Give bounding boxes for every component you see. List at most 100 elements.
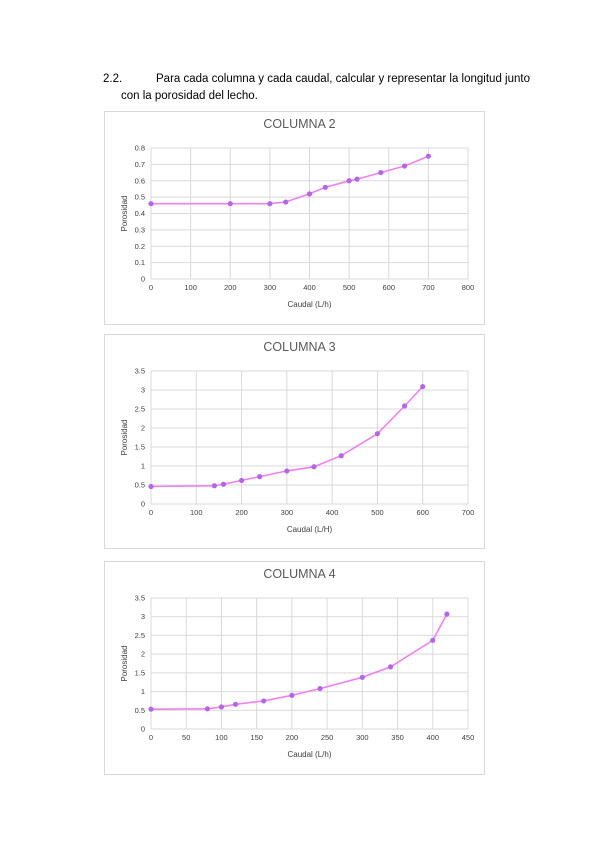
data-point bbox=[289, 692, 295, 698]
x-tick-label: 200 bbox=[224, 283, 237, 292]
data-point bbox=[402, 163, 408, 169]
x-tick-label: 50 bbox=[182, 733, 190, 742]
data-point bbox=[425, 153, 431, 159]
data-point bbox=[204, 706, 210, 712]
x-tick-label: 700 bbox=[422, 283, 435, 292]
chart-title: COLUMNA 3 bbox=[263, 340, 335, 354]
chart-columna-2-svg: COLUMNA 2 0 0.1 0.2 0.3 0.4 0.5 0.6 0.7 0.8 0 100 20… bbox=[120, 117, 475, 309]
x-tick-label: 300 bbox=[356, 733, 369, 742]
series-line bbox=[150, 613, 448, 710]
data-point bbox=[420, 383, 426, 390]
data-point bbox=[238, 477, 245, 484]
y-tick-label: 3 bbox=[141, 386, 145, 395]
data-point bbox=[257, 474, 263, 480]
series-line bbox=[151, 155, 429, 205]
x-tick-label: 300 bbox=[264, 283, 277, 292]
x-tick-label: 0 bbox=[149, 508, 153, 517]
x-tick-label: 100 bbox=[190, 508, 203, 517]
y-tick-label: 0.8 bbox=[135, 144, 145, 153]
chart-title: COLUMNA 4 bbox=[263, 567, 335, 581]
chart-columna-4-svg: COLUMNA 4 0 0.5 1 1.5 2 2.5 3 3.5 0 50 100 150 200 250… bbox=[120, 567, 475, 759]
x-tick-label: 100 bbox=[184, 283, 197, 292]
x-tick-label: 150 bbox=[250, 733, 263, 742]
y-tick-label: 0 bbox=[141, 500, 145, 509]
data-point bbox=[378, 169, 384, 176]
y-tick-label: 0.2 bbox=[135, 242, 145, 251]
y-tick-label: 0 bbox=[141, 725, 145, 734]
data-point bbox=[306, 191, 313, 197]
section-text-line-2: con la porosidad del lecho. bbox=[121, 90, 258, 102]
data-point bbox=[430, 637, 436, 643]
x-tick-label: 200 bbox=[286, 733, 299, 742]
x-tick-label: 0 bbox=[149, 733, 153, 742]
y-tick-label: 2 bbox=[141, 650, 145, 659]
data-point bbox=[232, 701, 239, 707]
data-point bbox=[227, 201, 233, 207]
y-tick-label: 0 bbox=[141, 275, 145, 284]
y-tick-label: 2.5 bbox=[135, 631, 145, 640]
chart-title: COLUMNA 2 bbox=[263, 117, 335, 131]
x-tick-label: 500 bbox=[343, 283, 356, 292]
y-tick-label: 0.5 bbox=[135, 481, 145, 490]
y-axis-label: Porosidad bbox=[120, 195, 129, 231]
x-axis-label: Caudal (L/h) bbox=[287, 750, 331, 759]
data-point bbox=[261, 698, 267, 704]
x-tick-label: 400 bbox=[326, 508, 339, 517]
data-point bbox=[317, 685, 323, 692]
y-tick-label: 1.5 bbox=[135, 443, 145, 452]
y-tick-label: 0.3 bbox=[135, 225, 145, 234]
data-point bbox=[346, 178, 352, 184]
x-tick-label: 300 bbox=[281, 508, 294, 517]
x-tick-label: 200 bbox=[235, 508, 248, 517]
data-point bbox=[218, 704, 225, 710]
data-point bbox=[444, 611, 450, 617]
section-text-line-1: Para cada columna y cada caudal, calcula… bbox=[156, 73, 530, 85]
data-point bbox=[148, 201, 154, 207]
data-point bbox=[148, 483, 154, 490]
x-axis-label: Caudal (L/H) bbox=[287, 525, 333, 534]
data-point bbox=[211, 483, 217, 489]
data-point bbox=[148, 706, 154, 712]
data-point bbox=[284, 468, 290, 474]
y-tick-label: 3.5 bbox=[135, 594, 145, 603]
x-tick-label: 400 bbox=[303, 283, 316, 292]
y-tick-label: 2.5 bbox=[135, 405, 145, 414]
data-point bbox=[283, 199, 289, 205]
y-tick-label: 2 bbox=[141, 424, 145, 433]
y-axis-label: Porosidad bbox=[120, 645, 129, 681]
x-tick-label: 250 bbox=[321, 733, 334, 742]
y-tick-label: 0.5 bbox=[135, 193, 145, 202]
y-tick-label: 1.5 bbox=[135, 668, 145, 677]
x-tick-label: 600 bbox=[416, 508, 429, 517]
x-tick-label: 450 bbox=[462, 733, 475, 742]
y-tick-label: 1 bbox=[141, 687, 145, 696]
section-number: 2.2. bbox=[103, 73, 123, 85]
data-point bbox=[359, 674, 365, 680]
x-tick-label: 800 bbox=[462, 283, 475, 292]
x-tick-label: 400 bbox=[427, 733, 440, 742]
data-point bbox=[387, 664, 394, 670]
data-point bbox=[220, 481, 227, 487]
y-tick-label: 0.6 bbox=[135, 176, 145, 185]
x-axis-label: Caudal (L/h) bbox=[287, 300, 331, 309]
y-tick-label: 0.4 bbox=[135, 209, 145, 218]
x-tick-label: 0 bbox=[149, 283, 153, 292]
data-point bbox=[338, 453, 344, 459]
y-tick-label: 0.7 bbox=[135, 160, 145, 169]
y-tick-label: 0.5 bbox=[135, 706, 145, 715]
y-tick-label: 0.1 bbox=[135, 258, 145, 267]
chart-columna-4: COLUMNA 4 0 0.5 1 1.5 2 2.5 3 3.5 0 50 100 150 200 250… bbox=[104, 561, 485, 775]
data-point bbox=[374, 431, 381, 437]
data-point bbox=[311, 464, 317, 470]
y-tick-label: 3.5 bbox=[135, 367, 145, 376]
y-axis-label: Porosidad bbox=[120, 419, 129, 455]
data-point bbox=[402, 403, 408, 409]
chart-columna-3: COLUMNA 3 0 0.5 1 1.5 2 2.5 3 3.5 0 100 200 300 400 50… bbox=[104, 334, 485, 549]
data-point bbox=[322, 184, 328, 190]
x-tick-label: 500 bbox=[371, 508, 384, 517]
data-point bbox=[354, 176, 360, 182]
data-point bbox=[267, 201, 273, 207]
y-tick-label: 3 bbox=[141, 612, 145, 621]
x-tick-label: 350 bbox=[391, 733, 404, 742]
x-tick-label: 700 bbox=[462, 508, 475, 517]
